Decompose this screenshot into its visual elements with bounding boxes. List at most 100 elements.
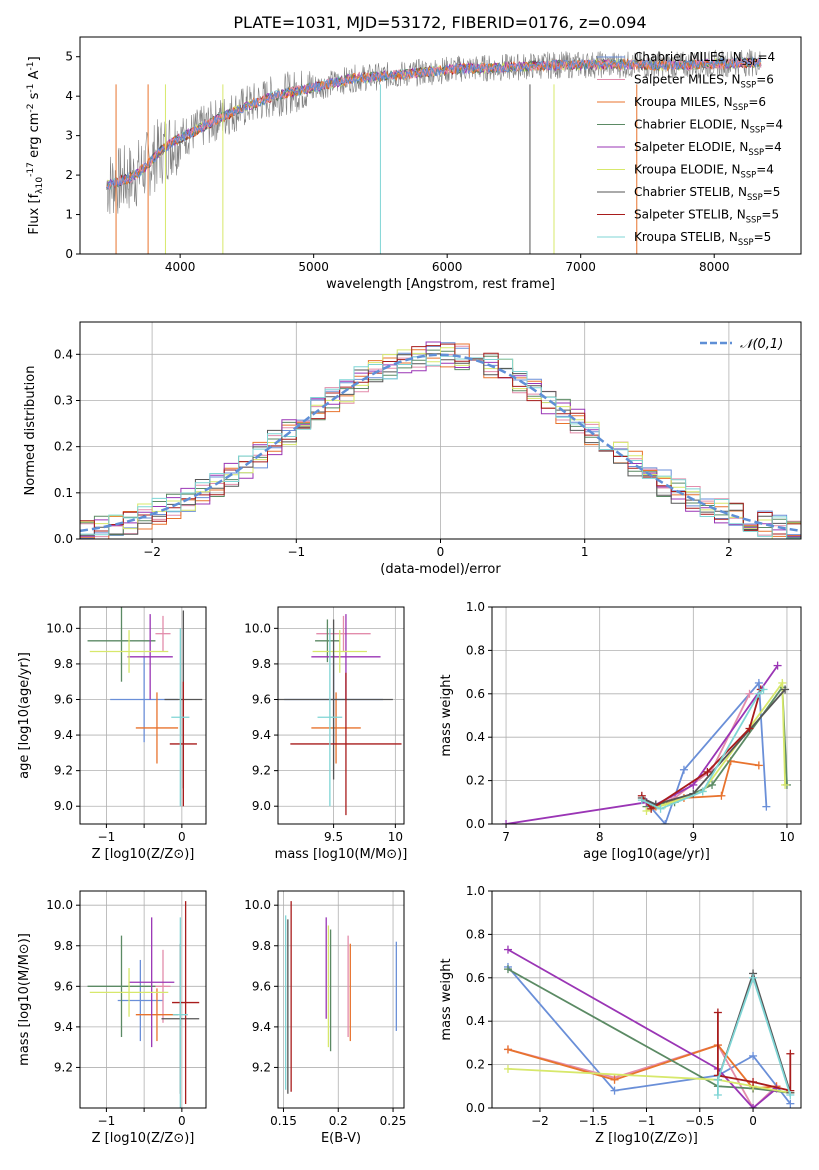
y-tick-label: 0.6 (466, 971, 485, 985)
label-part: =5 (754, 230, 772, 244)
series-kroupa_elodie (507, 1068, 791, 1094)
y-tick-label: 9.8 (252, 939, 271, 953)
x-tick-label: 0 (437, 545, 445, 559)
spectrum-panel: 4000 5000 6000 7000 8000 0 1 2 3 4 5 wavelength [An… (26, 36, 802, 292)
y-tick-label: 9.4 (252, 728, 271, 742)
label-script: SSP (741, 80, 757, 90)
label-part: age [log10(age/yr)] (17, 652, 32, 779)
label-script: SSP (746, 215, 762, 225)
panel-mass_vs_Z: −1 0 9.2 9.4 9.6 9.8 10.0 Z [log10(Z/Z⊙)] mass [… (17, 890, 207, 1146)
histogram-kroupa_stelib (80, 355, 801, 539)
y-tick-label: 9.6 (252, 979, 271, 993)
x-axis-label: mass [log10(M/M⊙)] (275, 847, 408, 862)
label-part: =5 (761, 208, 779, 222)
y-axis-label: mass weight (439, 958, 454, 1040)
model-spectrum-chabrier_miles (106, 56, 762, 190)
label-part: wavelength [Angstrom, rest frame] (326, 277, 555, 292)
label-script: SSP (742, 57, 758, 67)
axes-frame: 9.5 10 9.0 9.2 9.4 9.6 9.8 10.0 mass [log10(M/M⊙… (244, 606, 408, 862)
label-part: age [log10(age/yr)] (583, 847, 710, 862)
label-part: Kroupa STELIB, N (634, 230, 738, 244)
label-part: Salpeter STELIB, N (634, 208, 746, 222)
y-tick-label: 2 (65, 168, 73, 182)
y-tick-label: 9.8 (54, 939, 73, 953)
y-tick-label: 1.0 (466, 884, 485, 898)
y-axis-label: Flux [fλ10​-17​ erg cm-2​ s-1​ A-1​] (26, 56, 45, 234)
label-part: Normed distribution (23, 366, 38, 496)
label-part: (data-model)/error (380, 562, 501, 577)
x-axis-label: age [log10(age/yr)] (583, 847, 710, 862)
x-axis-label: Z [log10(Z/Z⊙)] (92, 1131, 195, 1146)
label-part: =4 (756, 163, 774, 177)
y-tick-label: 0.8 (466, 643, 485, 657)
y-tick-label: 0.6 (466, 687, 485, 701)
legend-label: Kroupa MILES, NSSP​=6 (634, 95, 766, 112)
y-tick-label: 0.0 (466, 1101, 485, 1115)
series-salpeter_stelib (717, 1012, 792, 1092)
label-part: =4 (757, 50, 775, 64)
y-tick-label: 0.0 (54, 532, 73, 546)
series-chabrier_stelib (641, 688, 786, 806)
series-chabrier_stelib (717, 970, 792, 1094)
x-tick-label: 9.5 (324, 830, 343, 844)
label-part: Chabrier ELODIE, N (634, 118, 750, 132)
x-tick-label: 4000 (165, 260, 196, 274)
x-tick-label: 0.15 (270, 1114, 297, 1128)
x-tick-label: 10 (388, 830, 403, 844)
y-axis-label: mass [log10(M/M⊙)] (17, 933, 32, 1066)
plot-area (492, 607, 801, 824)
axes-frame: −2 −1 0 1 2 0.0 0.1 0.2 0.3 0.4 (data-model)/error… (23, 321, 802, 577)
y-tick-label: 10.0 (46, 621, 73, 635)
y-tick-label: 9.4 (54, 728, 73, 742)
label-script: -17 (26, 162, 36, 177)
series-kroupa_stelib (717, 974, 792, 1096)
legend-label: Salpeter ELODIE, NSSP​=4 (634, 140, 782, 157)
y-tick-label: 9.0 (252, 799, 271, 813)
y-axis-label: Normed distribution (23, 366, 38, 496)
y-tick-label: 0.0 (466, 817, 485, 831)
observed-spectrum (106, 49, 762, 214)
label-script: SSP (748, 147, 764, 157)
y-tick-label: 0.3 (54, 393, 73, 407)
x-tick-label: 10 (779, 830, 794, 844)
x-tick-label: 8 (596, 830, 604, 844)
x-tick-label: 1 (581, 545, 589, 559)
x-tick-label: 6000 (432, 260, 463, 274)
y-tick-label: 0 (65, 247, 73, 261)
x-tick-label: 0 (178, 1114, 186, 1128)
label-part: mass [log10(M/M⊙)] (275, 847, 408, 862)
axes-border (79, 36, 802, 255)
x-axis-label: Z [log10(Z/Z⊙)] (92, 847, 195, 862)
axes-border (491, 606, 802, 825)
label-script: SSP (738, 237, 754, 247)
legend-label: Chabrier MILES, NSSP​=4 (634, 50, 775, 67)
legend-label: 𝒩(0,1) (740, 337, 783, 352)
label-part: erg cm (27, 113, 42, 162)
axes-frame: 0.15 0.2 0.25 9.2 9.4 9.6 9.8 10.0 E(B-V) (244, 890, 407, 1146)
legend-label: Chabrier ELODIE, NSSP​=4 (634, 118, 783, 135)
axes-frame: −1 0 9.2 9.4 9.6 9.8 10.0 Z [log10(Z/Z⊙)] mass [… (17, 890, 207, 1146)
axes-frame: 7 8 9 10 0.0 0.2 0.4 0.6 0.8 1.0 age [log10(age/yr… (439, 600, 802, 862)
label-part: Kroupa ELODIE, N (634, 163, 741, 177)
label-part: =5 (763, 185, 781, 199)
x-tick-label: 0 (749, 1114, 757, 1128)
axes-frame: 4000 5000 6000 7000 8000 0 1 2 3 4 5 wavelength [An… (26, 36, 802, 292)
panel-weight_vs_Z: −2 −1.5 −1 −0.5 0 0.0 0.2 0.4 0.6 0.8 1.0 Z [log10(… (439, 884, 802, 1146)
x-tick-label: −1 (638, 1114, 656, 1128)
y-tick-label: 9.8 (54, 657, 73, 671)
axes-frame: −1 0 9.0 9.2 9.4 9.6 9.8 10.0 Z [log10(Z/Z⊙)] age… (17, 606, 207, 862)
y-tick-label: 9.2 (54, 764, 73, 778)
label-part: ] (27, 56, 42, 61)
y-tick-label: 9.6 (252, 692, 271, 706)
label-part: s (27, 92, 42, 103)
axes-border (277, 890, 405, 1109)
plot-area (80, 891, 206, 1108)
x-tick-label: 0.25 (380, 1114, 407, 1128)
label-part: mass weight (439, 674, 454, 756)
y-tick-label: 0.2 (466, 1058, 485, 1072)
x-tick-label: −1 (98, 830, 116, 844)
x-tick-label: 2 (725, 545, 733, 559)
label-script: SSP (741, 170, 757, 180)
legend-label: Chabrier STELIB, NSSP​=5 (634, 185, 780, 202)
